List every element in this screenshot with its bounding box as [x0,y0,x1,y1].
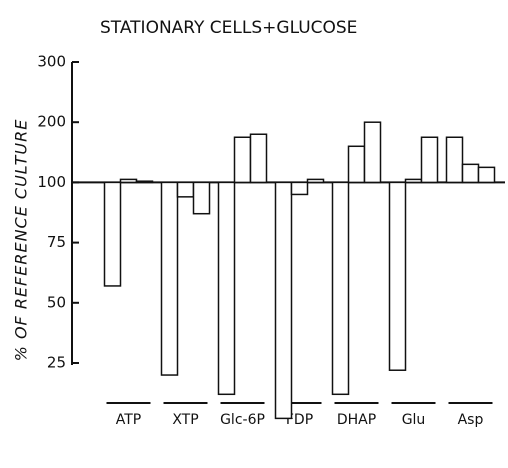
bar [347,145,366,184]
bar [306,178,325,184]
y-axis-label: % OF REFERENCE CULTURE [12,119,31,362]
y-tick-label: 50 [47,293,66,311]
x-tick-label: Glu [402,412,426,428]
y-tick-label: 75 [47,233,66,251]
x-tick-label: XTP [172,412,198,428]
y-tick-label: 300 [37,53,66,71]
y-tick-label: 25 [47,354,66,372]
bar [388,181,407,371]
bar [290,181,309,196]
bar [274,181,293,420]
bar [249,133,268,184]
bar [192,181,211,215]
x-tick-label: DHAP [337,412,376,428]
bar [119,178,138,184]
chart-title: STATIONARY CELLS+GLUCOSE [100,18,357,38]
bar [363,121,382,184]
bar [176,181,195,198]
bar [461,163,480,184]
bar [420,136,439,184]
bar [445,136,464,184]
bar [135,180,154,184]
bar [477,166,496,184]
y-tick-label: 100 [37,173,66,191]
y-tick-label: 200 [37,113,66,131]
bar [331,181,350,396]
bar [217,181,236,396]
bar [404,178,423,184]
x-tick-label: FDP [286,412,313,428]
x-tick-label: ATP [116,412,141,428]
bar [233,136,252,184]
bar [103,181,122,287]
bar [160,181,179,376]
x-tick-label: Glc-6P [220,412,265,428]
x-tick-label: Asp [458,412,484,428]
